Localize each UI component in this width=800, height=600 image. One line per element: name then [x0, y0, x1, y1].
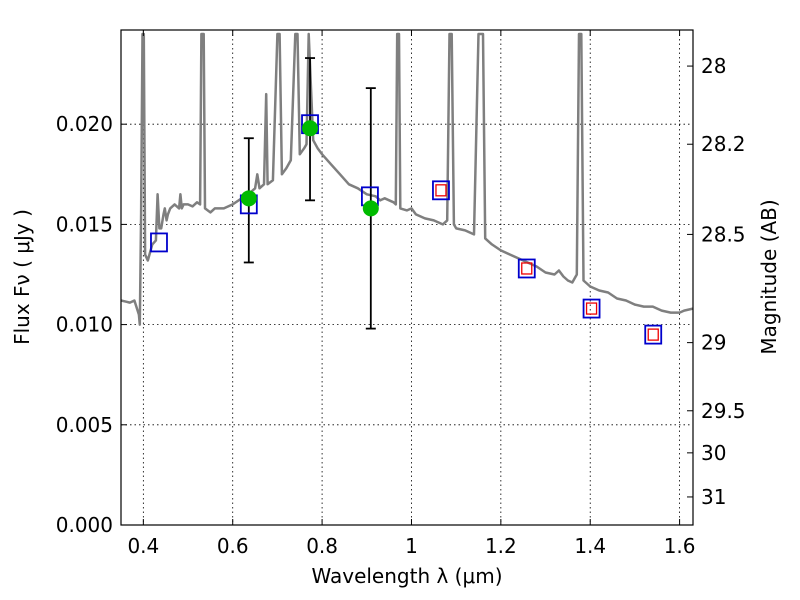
- y-tick-label: 0.005: [56, 413, 113, 437]
- x-tick-label: 1.4: [574, 534, 606, 558]
- y-tick-label: 0.015: [56, 212, 113, 236]
- model-box: [644, 324, 663, 345]
- observed-points: [240, 120, 379, 217]
- model-box-inner: [647, 328, 659, 341]
- errorbars: [243, 57, 376, 330]
- model-box: [432, 180, 450, 201]
- y-axis-label-right: Magnitude (AB): [757, 199, 781, 354]
- model-box: [582, 298, 601, 319]
- y-tick-label: 0.020: [56, 112, 113, 136]
- y-right-tick-label: 28: [701, 54, 726, 78]
- x-axis-label: Wavelength λ (μm): [311, 564, 502, 588]
- x-tick-label: 1: [405, 534, 418, 558]
- model-boxes: [150, 114, 663, 345]
- y-right-tick-label: 29.5: [701, 399, 746, 423]
- plot-frame: [120, 29, 694, 526]
- spectrum-layer: [121, 32, 693, 326]
- y-right-tick-label: 28.2: [701, 132, 746, 156]
- model-box: [517, 258, 536, 279]
- y-right-tick-label: 30: [701, 441, 726, 465]
- y-right-tick-label: 28.5: [701, 222, 746, 246]
- model-box-inner: [435, 184, 447, 197]
- y-tick-label: 0.010: [56, 313, 113, 337]
- y-tick-label: 0.000: [56, 513, 113, 537]
- grid: [121, 30, 693, 526]
- y-right-tick-label: 31: [701, 485, 726, 509]
- spectrum-line: [121, 32, 693, 326]
- x-tick-label: 1.2: [485, 534, 517, 558]
- model-box: [150, 232, 168, 253]
- observed-point: [362, 200, 379, 217]
- y-axis-label: Flux Fν ( μJy ): [10, 209, 34, 345]
- x-tick-label: 0.4: [127, 534, 159, 558]
- model-box-inner: [585, 302, 598, 315]
- x-tick-label: 1.6: [664, 534, 696, 558]
- model-box-inner: [521, 262, 533, 275]
- x-tick-label: 0.6: [217, 534, 249, 558]
- x-tick-label: 0.8: [306, 534, 338, 558]
- ticks: 0.4 0.6 0.8 1 1.2 1.4 1.6 0.000 0.005 0.010 0.015 0…: [56, 30, 746, 558]
- y-right-tick-label: 29: [701, 331, 726, 355]
- observed-point: [302, 120, 319, 137]
- observed-point: [240, 190, 257, 207]
